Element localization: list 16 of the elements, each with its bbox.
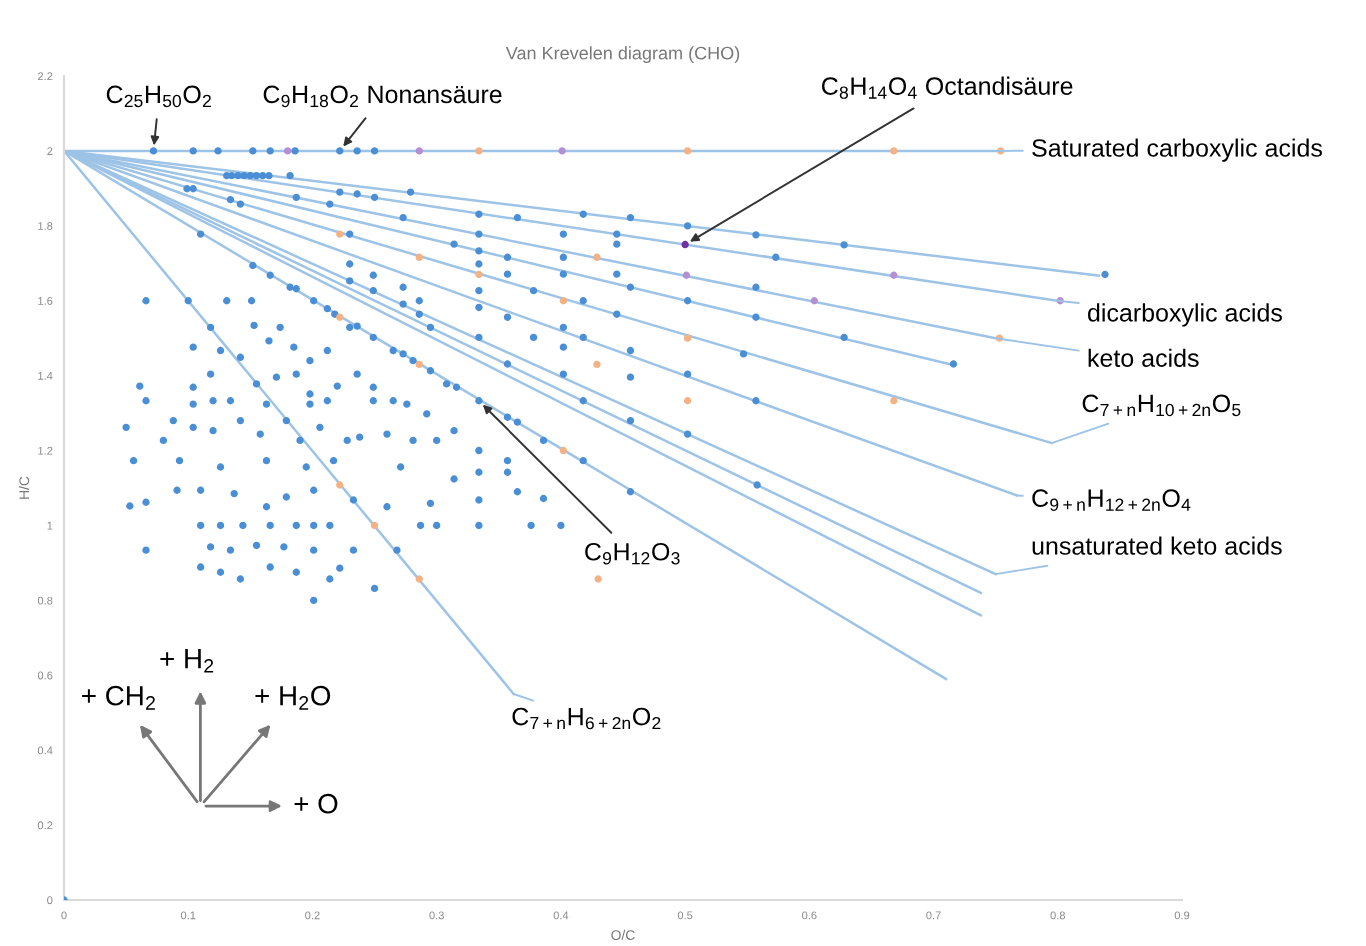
annotation: + CH$_{2}$	[82, 685, 155, 710]
annotation: Saturated carboxylic acids	[1032, 138, 1322, 162]
annotation: + O	[294, 793, 338, 814]
annotation: C$_{7+n}$H$_{10+2n}$O$_{5}$	[1082, 394, 1241, 417]
annotation: C$_{8}$H$_{14}$O$_{4}$ Octandisäure	[821, 76, 1073, 99]
annotation: C$_{7+n}$H$_{6+2n}$O$_{2}$	[512, 707, 661, 730]
annotation: dicarboxylic acids	[1088, 303, 1282, 327]
annotation: keto acids	[1088, 348, 1199, 367]
chart-title: Van Krevelen diagram (CHO)	[505, 46, 740, 64]
annotation: C$_{9}$H$_{12}$O$_{3}$	[585, 542, 680, 565]
annotation: + H$_{2}$O	[255, 685, 331, 710]
annotation: C$_{9+n}$H$_{12+2n}$O$_{4}$	[1032, 489, 1191, 511]
annotation: unsaturated keto acids	[1032, 536, 1282, 555]
annotation: C$_{9}$H$_{18}$O$_{2}$ Nonansäure	[263, 85, 502, 108]
annotation: + H$_{2}$	[160, 649, 214, 673]
annotation: C$_{25}$H$_{50}$O$_{2}$	[106, 85, 211, 108]
